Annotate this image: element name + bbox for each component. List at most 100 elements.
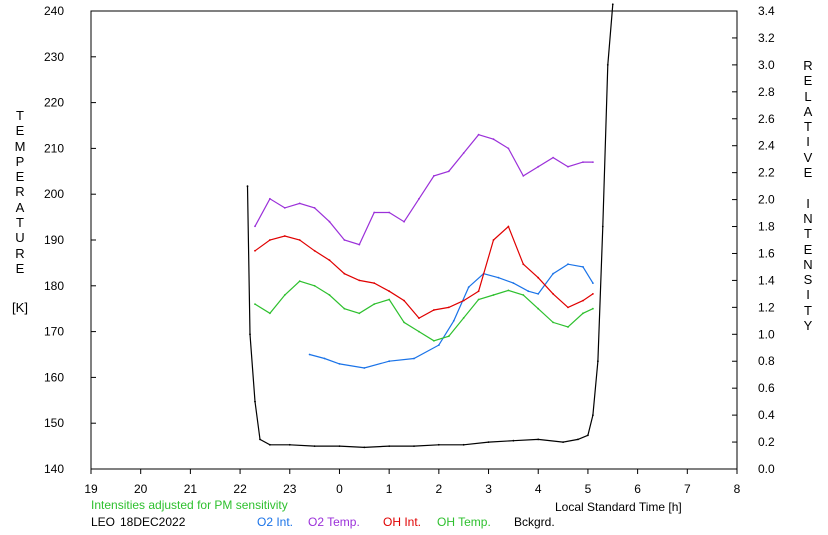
- series-o2-int: [309, 263, 594, 369]
- data-point: [537, 165, 540, 168]
- data-point: [373, 282, 376, 284]
- data-point: [388, 360, 391, 363]
- data-point: [418, 317, 420, 319]
- right-tick-label: 2.6: [758, 112, 775, 126]
- station-name: LEO: [91, 515, 116, 529]
- data-point: [254, 400, 256, 403]
- data-point: [567, 263, 569, 266]
- left-tick-label: 200: [44, 187, 64, 201]
- data-point: [313, 284, 316, 287]
- data-point: [437, 344, 440, 346]
- x-tick-label: 8: [734, 482, 741, 496]
- data-point: [592, 293, 594, 295]
- data-point: [363, 446, 366, 449]
- data-point: [338, 363, 341, 365]
- left-tick-label: 190: [44, 233, 64, 247]
- x-tick-label: 6: [634, 482, 641, 496]
- data-point: [328, 220, 331, 223]
- data-point: [283, 235, 286, 237]
- data-point: [447, 306, 450, 309]
- right-tick-label: 0.8: [758, 354, 775, 368]
- x-tick-label: 0: [336, 482, 343, 496]
- data-point: [537, 293, 540, 295]
- data-point: [537, 438, 540, 441]
- data-point: [552, 293, 554, 295]
- data-point: [433, 309, 435, 311]
- data-point: [447, 335, 450, 338]
- series-o2-temp: [254, 134, 593, 246]
- data-point: [313, 249, 316, 252]
- data-point: [363, 367, 366, 369]
- x-tick-label: 4: [535, 482, 542, 496]
- data-point: [582, 299, 584, 302]
- data-point: [269, 239, 271, 241]
- right-tick-label: 1.2: [758, 300, 775, 314]
- data-point: [343, 307, 346, 310]
- data-point: [358, 279, 361, 282]
- left-tick-label: 210: [44, 141, 64, 155]
- data-point: [537, 276, 540, 279]
- data-point: [283, 294, 286, 296]
- data-point: [418, 197, 420, 200]
- left-axis-label: T E M P E R A T U R E: [14, 108, 26, 276]
- data-point: [388, 290, 391, 293]
- data-point: [507, 225, 510, 228]
- x-tick-label: 3: [485, 482, 492, 496]
- data-point: [452, 319, 455, 322]
- data-point: [567, 306, 569, 309]
- legend-oh-temp: OH Temp.: [437, 515, 491, 529]
- x-tick-label: 5: [585, 482, 592, 496]
- data-point: [601, 225, 604, 228]
- data-point: [522, 294, 525, 296]
- data-point: [343, 239, 346, 241]
- series-layer: [246, 3, 614, 449]
- data-point: [388, 445, 391, 447]
- data-point: [497, 276, 500, 279]
- data-point: [552, 272, 554, 275]
- data-point: [388, 298, 391, 301]
- x-tick-label: 21: [184, 482, 198, 496]
- data-point: [358, 312, 361, 315]
- left-tick-label: 230: [44, 50, 64, 64]
- x-tick-label: 1: [386, 482, 393, 496]
- data-point: [512, 439, 515, 442]
- data-point: [582, 312, 584, 315]
- data-point: [592, 282, 594, 284]
- data-point: [418, 330, 420, 333]
- data-point: [587, 434, 589, 437]
- data-point: [562, 441, 564, 443]
- right-tick-label: 1.0: [758, 327, 775, 341]
- data-point: [512, 282, 515, 284]
- axis-ticks: 1401501601701801902002102202302400.00.20…: [44, 4, 775, 496]
- left-tick-label: 240: [44, 4, 64, 18]
- data-point: [413, 445, 415, 447]
- data-point: [328, 294, 331, 296]
- data-point: [522, 175, 525, 177]
- data-point: [462, 317, 465, 319]
- right-tick-label: 0.4: [758, 408, 775, 422]
- data-point: [611, 3, 614, 6]
- left-tick-label: 180: [44, 279, 64, 293]
- data-point: [313, 445, 316, 447]
- data-point: [462, 299, 465, 302]
- data-point: [507, 147, 510, 150]
- data-point: [592, 307, 594, 310]
- data-point: [582, 266, 584, 268]
- right-tick-label: 2.0: [758, 193, 775, 207]
- data-point: [254, 225, 256, 228]
- left-axis-unit: [K]: [12, 300, 28, 315]
- data-point: [462, 443, 465, 446]
- data-point: [338, 445, 341, 447]
- left-tick-label: 160: [44, 370, 64, 384]
- data-point: [492, 294, 495, 296]
- x-tick-label: 7: [684, 482, 691, 496]
- data-point: [403, 321, 405, 324]
- data-point: [308, 353, 311, 356]
- data-point: [552, 321, 554, 324]
- x-tick-label: 2: [436, 482, 443, 496]
- data-point: [537, 307, 540, 310]
- data-point: [582, 161, 584, 164]
- data-point: [373, 211, 376, 214]
- data-point: [323, 357, 326, 360]
- plot-frame: [90, 10, 738, 470]
